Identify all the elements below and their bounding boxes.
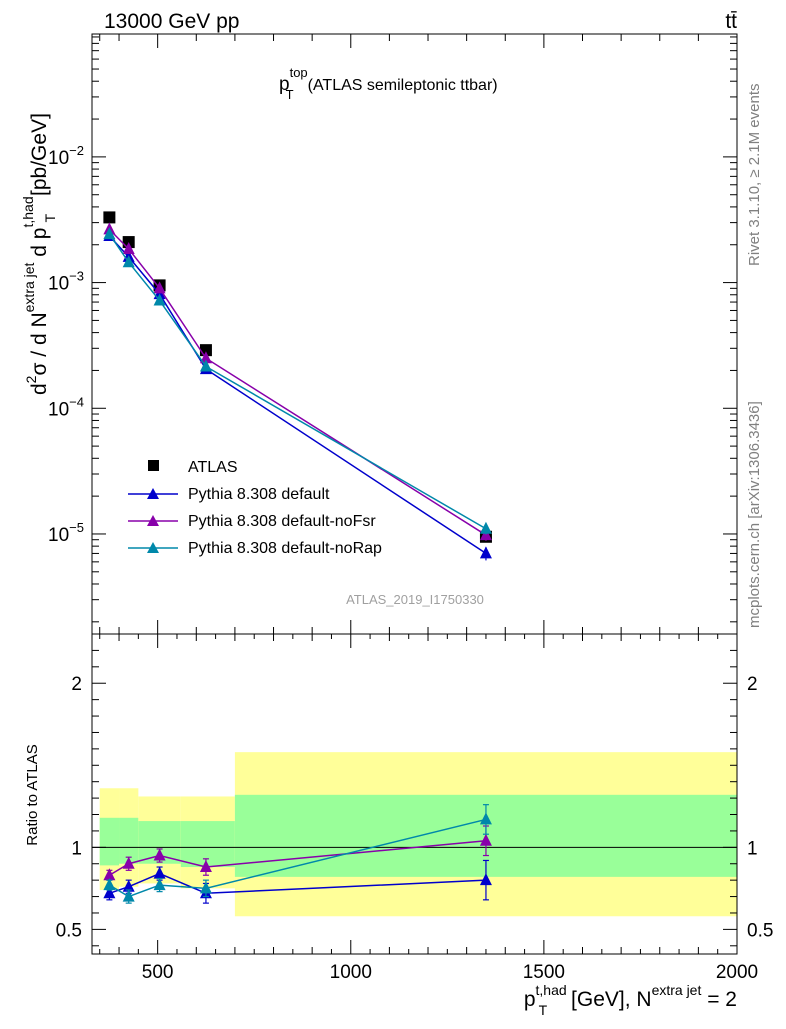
xlabel-eq2: = 2 <box>701 988 737 1011</box>
plot-title: ptop T (ATLAS semileptonic ttbar) <box>279 65 498 102</box>
x-tick-label: 500 <box>142 962 174 983</box>
y-tick-base: 10 <box>48 525 69 546</box>
x-tick-label: 2000 <box>716 962 758 983</box>
data-point-noRap <box>479 521 492 534</box>
data-point-noRap <box>199 359 212 372</box>
ylabel-d2: d <box>28 383 51 395</box>
ratio-point-noRap <box>103 878 116 891</box>
ratio-point-noFsr <box>479 833 492 846</box>
y-tick-exponent: −2 <box>69 143 84 158</box>
plot-title-sup: top <box>290 65 308 80</box>
legend-label-norap: Pythia 8.308 default-noRap <box>188 540 382 557</box>
ratio-y-tick-label-right: 2 <box>747 674 758 695</box>
data-point-noRap <box>103 227 116 240</box>
ylabel-two: 2 <box>23 375 39 383</box>
ratio-plot-panel: 0.5 0.5 1 1 2 2 500 1000 1500 2000 Ratio to ATLAS… <box>24 633 773 1018</box>
main-plot-panel: 10−510−410−310−2 ptop T(ATLAS semileptoni… <box>20 33 738 635</box>
process-label: tt̄ <box>725 10 737 33</box>
ylabel-dp: d p <box>28 228 51 263</box>
ratio-point-default <box>153 866 166 879</box>
ratio-y-axis-label: Ratio to ATLAS <box>24 744 41 845</box>
y-tick-label: 10−5 <box>48 520 84 546</box>
main-plot-ticks: 10−510−410−310−2 <box>48 34 738 634</box>
ratio-y-tick-label: 1 <box>71 838 82 859</box>
legend-label-atlas: ATLAS <box>188 459 238 476</box>
ratio-point-default <box>122 879 135 892</box>
ratio-point-default <box>479 873 492 886</box>
data-point-noRap <box>153 293 166 306</box>
main-plot-series <box>103 211 492 561</box>
legend: ATLAS Pythia 8.308 default Pythia 8.308 … <box>128 459 382 557</box>
rivet-label: Rivet 3.1.10, ≥ 2.1M events <box>746 84 763 267</box>
plot-title-main: p <box>279 74 290 95</box>
legend-marker-atlas <box>148 460 159 471</box>
plot-title-rest: (ATLAS semileptonic ttbar) <box>308 77 498 94</box>
x-tick-label: 1000 <box>330 962 372 983</box>
y-tick-label: 10−4 <box>48 394 84 420</box>
ratio-point-noRap <box>199 881 212 894</box>
ylabel-sigma: σ / d N <box>28 312 51 375</box>
legend-label-default: Pythia 8.308 default <box>188 486 330 503</box>
legend-marker-default <box>147 488 159 499</box>
xlabel-T: T <box>539 1002 548 1018</box>
ratio-uncertainty-bands <box>99 752 738 917</box>
ratio-y-tick-label-right: 1 <box>747 838 758 859</box>
x-tick-label: 1500 <box>523 962 565 983</box>
band-green <box>180 821 235 868</box>
ratio-y-tick-label-right: 0.5 <box>747 920 773 941</box>
mcplots-label: mcplots.cern.ch [arXiv:1306.3436] <box>746 401 763 628</box>
analysis-label: ATLAS_2019_I1750330 <box>346 592 484 607</box>
y-tick-label: 10−3 <box>48 269 84 295</box>
ratio-point-noFsr <box>199 860 212 873</box>
series-line-default <box>108 235 487 555</box>
xlabel-gev: [GeV], N <box>565 988 651 1011</box>
ylabel-unit: [pb/GeV] <box>28 113 51 202</box>
y-axis-label: d2σ / d Nextra jet d pt,had T [pb/GeV] <box>20 113 58 395</box>
xlabel-extra-jet: extra jet <box>652 982 702 998</box>
ratio-point-noRap <box>479 812 492 825</box>
ratio-y-tick-label: 2 <box>71 674 82 695</box>
ratio-series <box>103 804 492 904</box>
legend-marker-nofsr <box>147 515 159 526</box>
data-point-noFsr <box>122 242 135 255</box>
ratio-point-noFsr <box>103 868 116 881</box>
legend-marker-norap <box>147 542 159 553</box>
xlabel-t-had: t,had <box>536 982 567 998</box>
data-point-noFsr <box>153 281 166 294</box>
y-tick-label: 10−2 <box>48 143 84 169</box>
y-tick-base: 10 <box>48 399 69 420</box>
energy-label: 13000 GeV pp <box>104 10 239 33</box>
y-tick-base: 10 <box>48 274 69 295</box>
series-line-noRap <box>108 233 487 530</box>
ratio-plot-frame <box>91 633 738 955</box>
ratio-point-default <box>103 886 116 899</box>
data-point-data <box>103 211 116 224</box>
y-tick-exponent: −3 <box>69 269 84 284</box>
data-point-noFsr <box>199 351 212 364</box>
band-green <box>119 817 139 864</box>
xlabel-p: p <box>524 988 536 1011</box>
ratio-point-noRap <box>122 889 135 902</box>
data-point-noRap <box>122 255 135 268</box>
ylabel-extra-jet: extra jet <box>21 262 37 312</box>
ratio-plot-ticks: 0.5 0.5 1 1 2 2 500 1000 1500 2000 <box>56 634 773 983</box>
ylabel-t-had: t,had <box>20 196 36 227</box>
y-tick-exponent: −5 <box>69 520 84 535</box>
x-axis-label: pt,had T [GeV], Nextra jet = 2 <box>524 982 737 1018</box>
band-green <box>99 817 120 866</box>
ylabel-T: T <box>42 213 58 222</box>
y-tick-base: 10 <box>48 148 69 169</box>
legend-label-nofsr: Pythia 8.308 default-noFsr <box>188 513 376 530</box>
plot-title-sub: T <box>286 87 294 102</box>
ratio-point-noRap <box>153 878 166 891</box>
y-tick-exponent: −4 <box>69 394 84 409</box>
data-point-default <box>479 546 492 559</box>
ratio-point-noFsr <box>153 848 166 861</box>
ratio-point-noFsr <box>122 856 135 869</box>
ratio-y-tick-label: 0.5 <box>56 920 82 941</box>
